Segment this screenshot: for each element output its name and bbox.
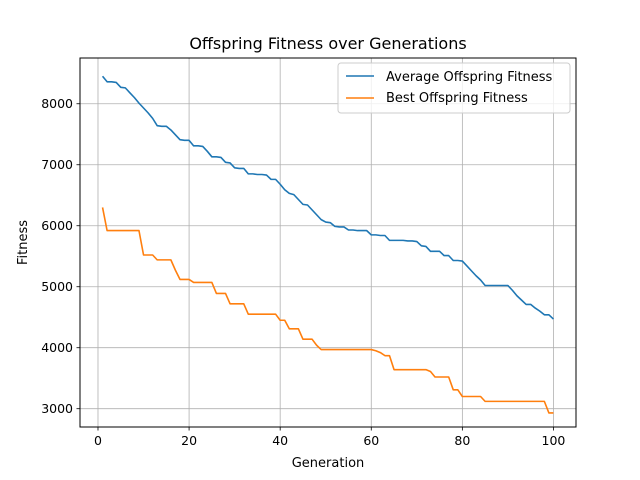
x-tick-label: 20: [181, 433, 197, 448]
series-line-best: [101, 207, 554, 414]
legend-label-average: Average Offspring Fitness: [386, 70, 553, 85]
plot-frame: [79, 57, 577, 428]
chart-title: Offspring Fitness over Generations: [189, 34, 466, 53]
y-tick-label: 8000: [41, 96, 73, 111]
x-tick-label: 80: [454, 433, 470, 448]
y-tick-label: 3000: [41, 401, 73, 416]
legend: Average Offspring Fitness Best Offspring…: [337, 62, 571, 114]
x-tick-label: 60: [363, 433, 379, 448]
legend-box: [337, 62, 571, 114]
x-tick-label: 40: [272, 433, 288, 448]
axis-ticks: 0 20 40 60 80 100 3000 4000 5000 6000 7000 8000: [41, 96, 565, 448]
series-line-average: [101, 75, 554, 320]
y-tick-label: 4000: [41, 340, 73, 355]
x-tick-label: 0: [94, 433, 102, 448]
x-axis-label: Generation: [292, 456, 365, 471]
y-tick-label: 7000: [41, 157, 73, 172]
grid-lines: [80, 58, 576, 427]
y-tick-label: 6000: [41, 218, 73, 233]
legend-label-best: Best Offspring Fitness: [386, 91, 528, 106]
y-tick-label: 5000: [41, 279, 73, 294]
series-lines: [101, 75, 554, 414]
x-tick-label: 100: [542, 433, 566, 448]
y-axis-label: Fitness: [16, 220, 31, 265]
